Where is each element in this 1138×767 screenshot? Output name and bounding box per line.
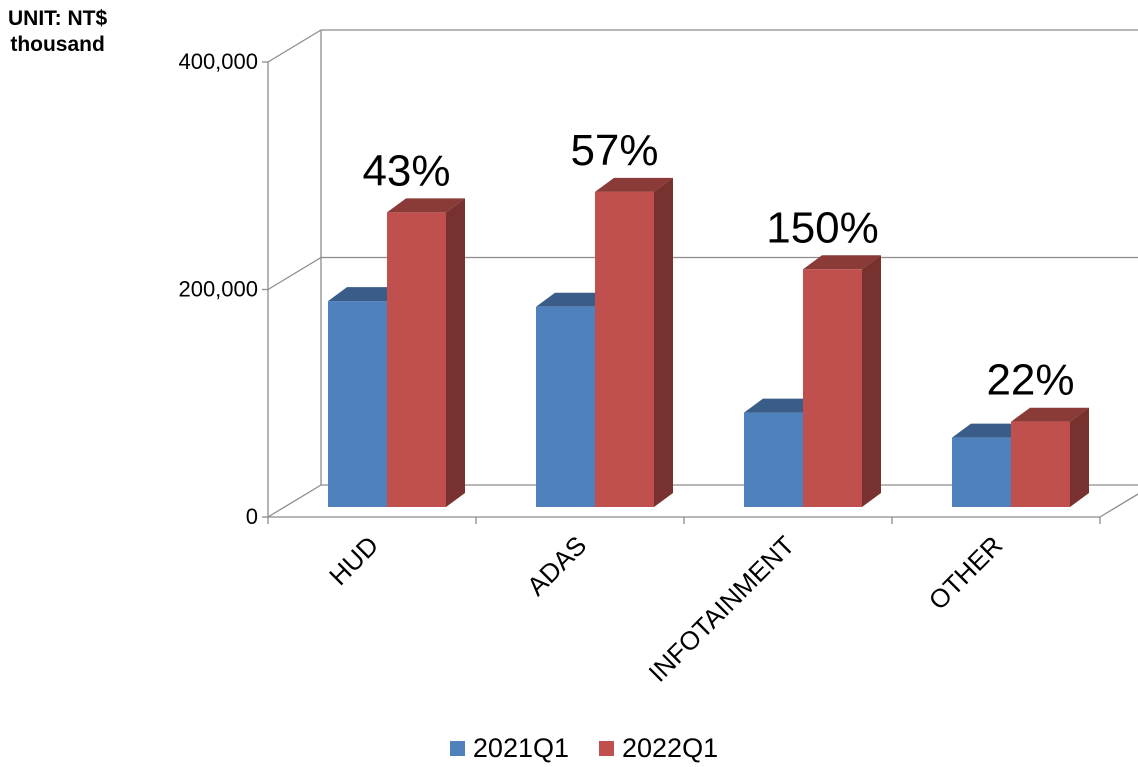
bar-front-face bbox=[744, 412, 803, 507]
bar-top-face bbox=[387, 198, 465, 213]
growth-label-adas: 57% bbox=[570, 126, 658, 175]
x-category-label-adas: ADAS bbox=[521, 530, 592, 601]
bar-top-face bbox=[595, 177, 673, 192]
bar-side-face bbox=[446, 198, 465, 507]
bar-2022q1-hud bbox=[387, 198, 465, 507]
legend: 2021Q1 2022Q1 bbox=[0, 733, 1138, 763]
legend-label-2022q1: 2022Q1 bbox=[622, 733, 719, 763]
legend-item-2021q1: 2021Q1 bbox=[449, 733, 569, 763]
legend-label-2021q1: 2021Q1 bbox=[472, 733, 569, 763]
bar-side-face bbox=[1070, 407, 1089, 507]
growth-label-other: 22% bbox=[986, 356, 1074, 405]
gridline-diagonal bbox=[267, 29, 322, 63]
unit-label-line1: UNIT: NT$ bbox=[8, 7, 108, 30]
unit-label: UNIT: NT$ thousand bbox=[8, 6, 107, 58]
bar-side-face bbox=[654, 177, 673, 507]
bar-2022q1-infotainment bbox=[803, 255, 881, 507]
bar-top-face bbox=[1011, 407, 1089, 422]
bar-top-face bbox=[328, 287, 406, 302]
growth-label-hud: 43% bbox=[362, 146, 450, 195]
bar-top-face bbox=[952, 423, 1030, 438]
x-category-label-hud: HUD bbox=[323, 530, 384, 591]
bar-front-face bbox=[536, 306, 595, 507]
bar-front-face bbox=[387, 212, 446, 507]
unit-label-line2: thousand bbox=[10, 33, 105, 56]
legend-swatch-2021q1 bbox=[449, 740, 465, 756]
chart-bars bbox=[328, 177, 1089, 507]
bar-2022q1-other bbox=[1011, 407, 1089, 507]
y-tick-label: 200,000 bbox=[178, 277, 258, 302]
bar-front-face bbox=[595, 191, 654, 507]
y-tick-label: 0 bbox=[246, 504, 258, 529]
bar-top-face bbox=[536, 292, 614, 307]
bar-top-face bbox=[744, 398, 822, 413]
chart-walls bbox=[262, 29, 1138, 524]
bar-front-face bbox=[1011, 421, 1070, 507]
bar-2022q1-adas bbox=[595, 177, 673, 507]
floor-right-edge bbox=[1099, 493, 1138, 518]
legend-swatch-2022q1 bbox=[599, 740, 614, 756]
bar-front-face bbox=[803, 269, 862, 507]
legend-item-2022q1: 2022Q1 bbox=[599, 733, 718, 763]
bar-front-face bbox=[952, 437, 1011, 507]
x-category-label-other: OTHER bbox=[923, 530, 1009, 616]
y-tick-label: 400,000 bbox=[178, 49, 258, 74]
gridline-diagonal bbox=[267, 484, 322, 518]
x-category-label-infotainment: INFOTAINMENT bbox=[643, 530, 801, 688]
bar-top-face bbox=[803, 255, 881, 270]
gridline-diagonal bbox=[267, 256, 322, 291]
bar-front-face bbox=[328, 301, 387, 507]
bar-side-face bbox=[862, 255, 881, 507]
growth-label-infotainment: 150% bbox=[766, 203, 879, 252]
